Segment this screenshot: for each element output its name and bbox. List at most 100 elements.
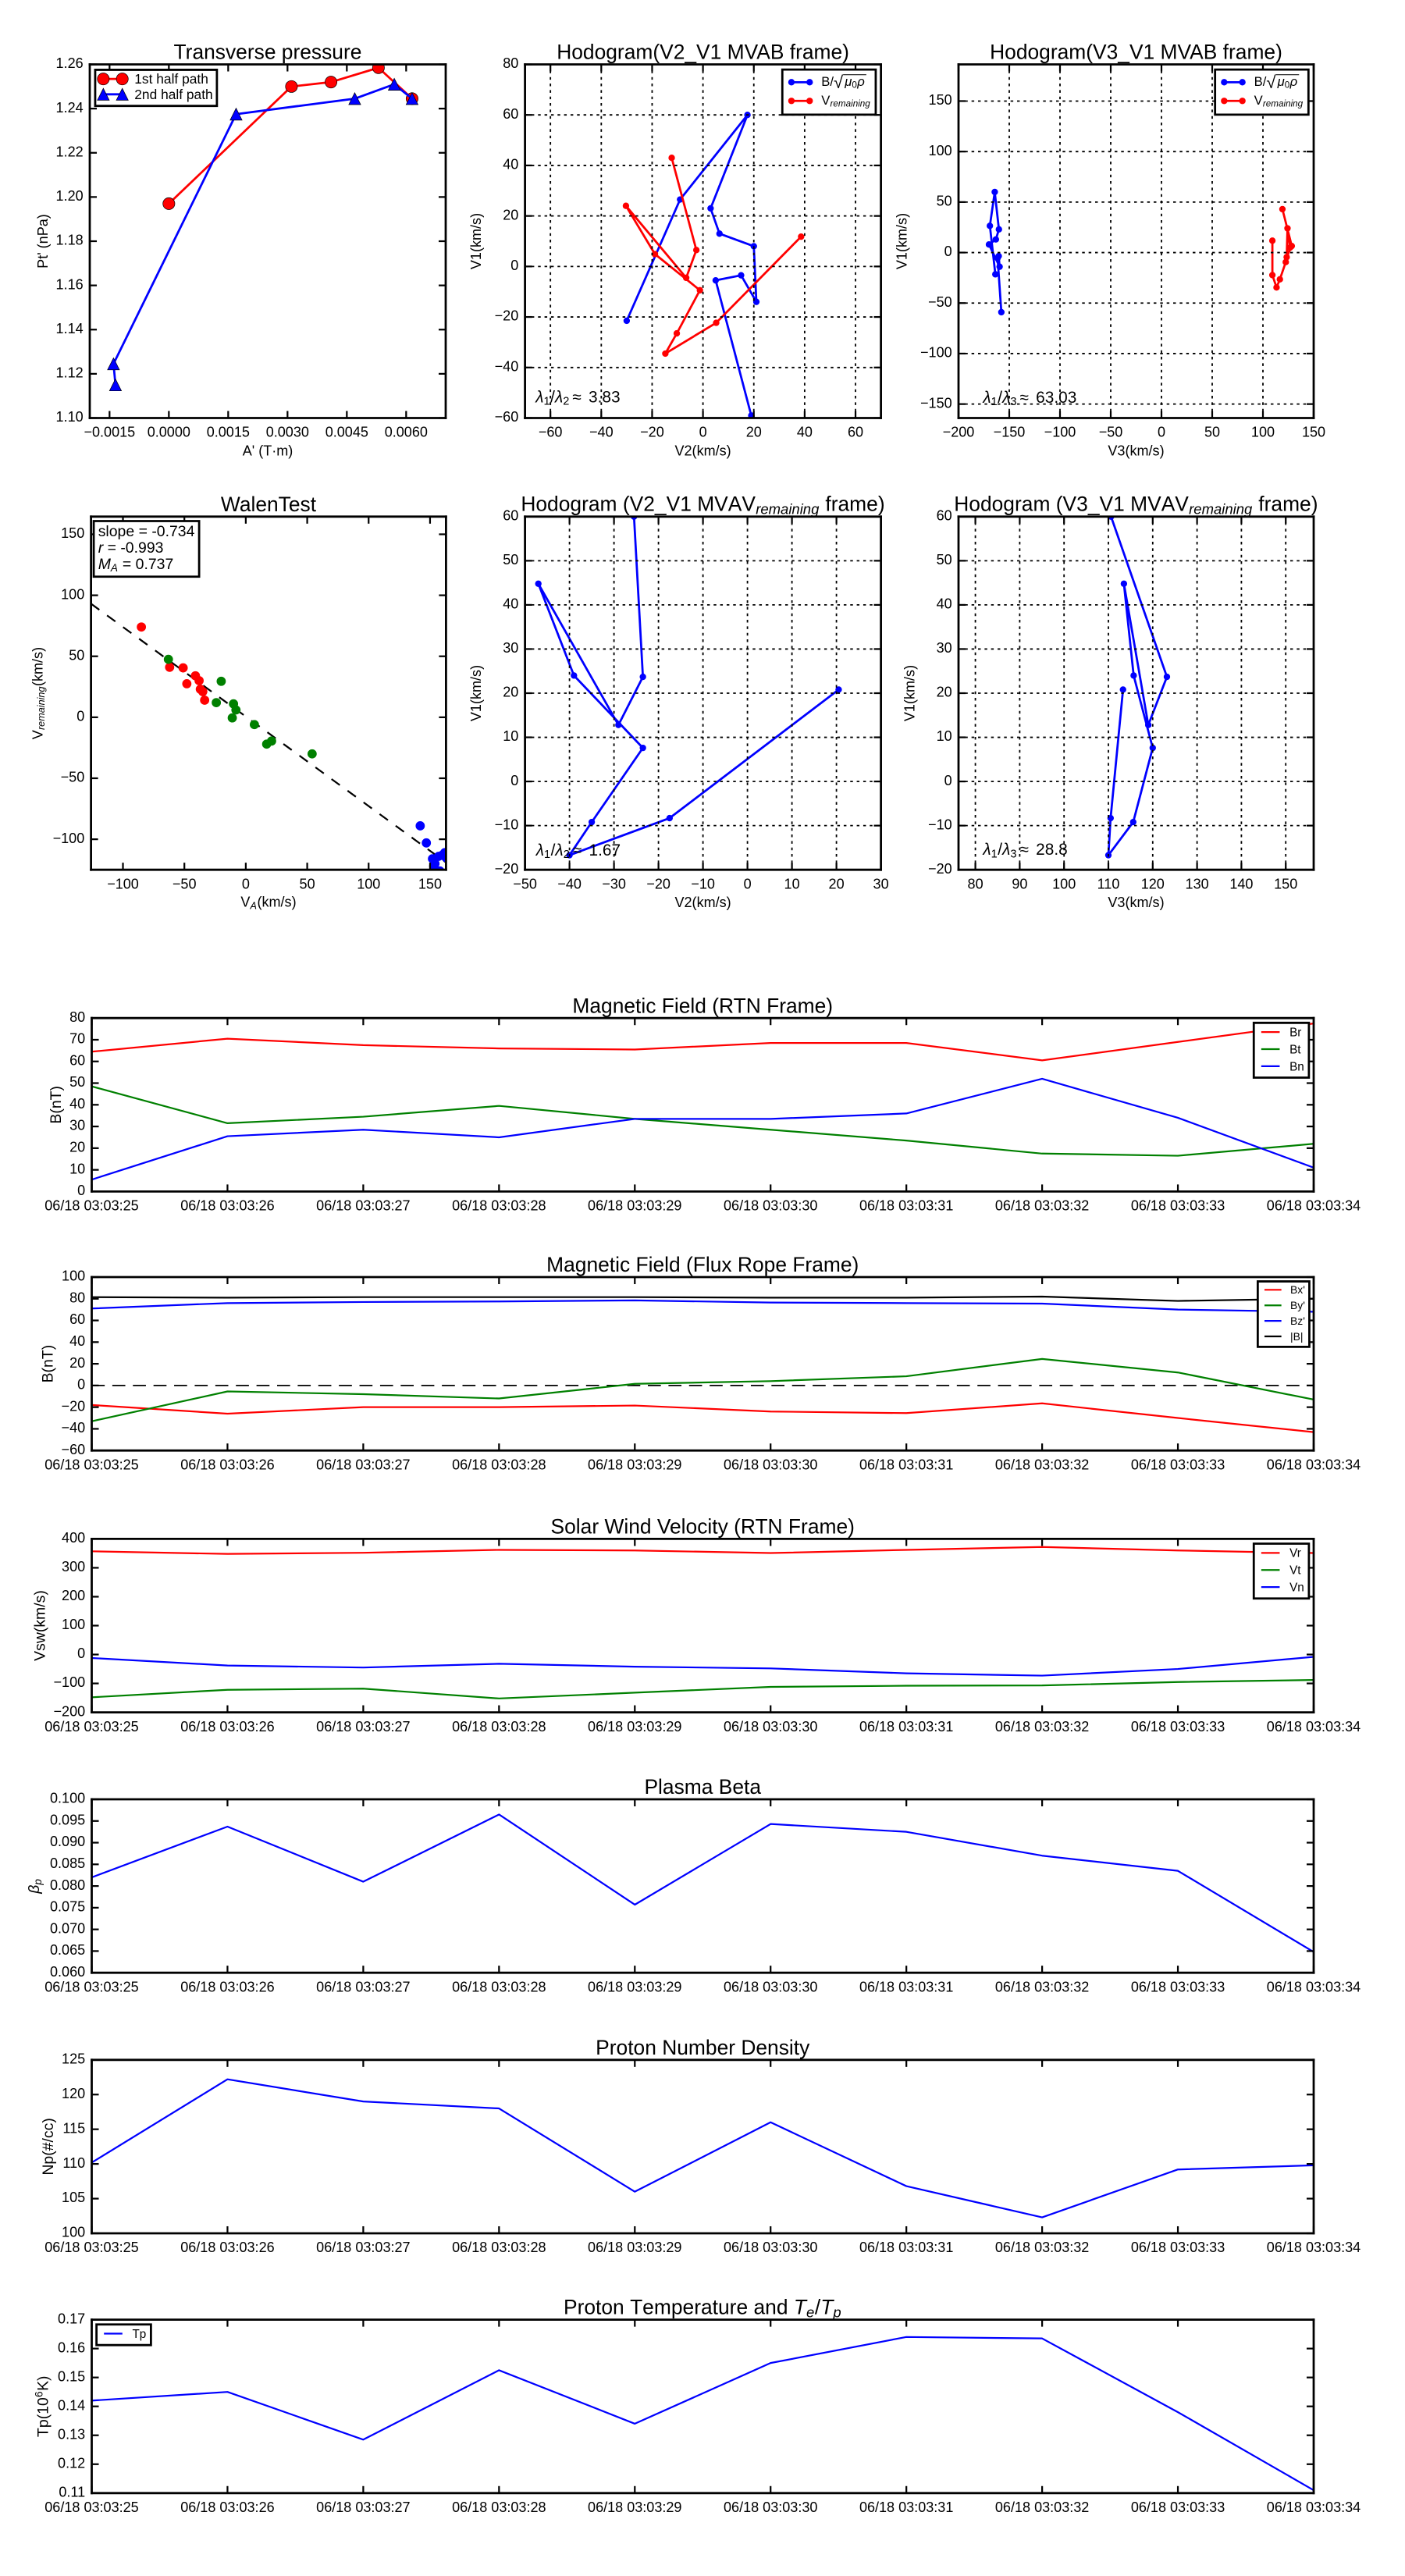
svg-text:0.070: 0.070 — [50, 1920, 85, 1936]
svg-text:140: 140 — [1229, 876, 1253, 891]
svg-text:V1(km/s): V1(km/s) — [468, 213, 484, 269]
svg-text:30: 30 — [503, 640, 518, 656]
svg-text:40: 40 — [503, 157, 518, 173]
svg-text:Np(#/cc): Np(#/cc) — [40, 2118, 57, 2175]
svg-text:−50: −50 — [61, 770, 85, 785]
svg-text:−60: −60 — [495, 409, 519, 425]
svg-text:06/18 03:03:32: 06/18 03:03:32 — [995, 1457, 1089, 1472]
svg-text:V1(km/s): V1(km/s) — [902, 665, 917, 721]
svg-text:110: 110 — [62, 2155, 85, 2171]
svg-text:90: 90 — [1012, 876, 1027, 891]
svg-text:06/18 03:03:26: 06/18 03:03:26 — [180, 1198, 274, 1214]
svg-text:−60: −60 — [539, 425, 563, 440]
svg-text:50: 50 — [69, 647, 84, 663]
svg-text:06/18 03:03:29: 06/18 03:03:29 — [588, 1198, 681, 1214]
svg-text:1st half path: 1st half path — [134, 71, 208, 87]
svg-text:WalenTest: WalenTest — [221, 493, 317, 516]
svg-text:06/18 03:03:31: 06/18 03:03:31 — [859, 2500, 953, 2515]
svg-text:06/18 03:03:27: 06/18 03:03:27 — [316, 1719, 410, 1735]
svg-text:0.16: 0.16 — [58, 2339, 85, 2355]
svg-text:06/18 03:03:32: 06/18 03:03:32 — [995, 1979, 1089, 1994]
svg-text:1.16: 1.16 — [56, 276, 84, 292]
svg-text:Br: Br — [1289, 1026, 1301, 1039]
svg-text:−100: −100 — [920, 345, 952, 361]
svg-text:Magnetic Field (RTN Frame): Magnetic Field (RTN Frame) — [572, 994, 833, 1017]
svg-text:20: 20 — [69, 1355, 85, 1371]
svg-text:06/18 03:03:34: 06/18 03:03:34 — [1267, 1457, 1361, 1472]
svg-text:06/18 03:03:31: 06/18 03:03:31 — [859, 1979, 953, 1994]
svg-text:06/18 03:03:29: 06/18 03:03:29 — [588, 1457, 681, 1472]
svg-text:100: 100 — [929, 143, 952, 158]
svg-text:0: 0 — [744, 876, 752, 891]
svg-text:−0.0015: −0.0015 — [84, 425, 135, 440]
svg-text:By': By' — [1290, 1299, 1305, 1311]
svg-text:V r e m: V r e m a i n i n g — [1254, 89, 1304, 111]
svg-text:80: 80 — [69, 1009, 85, 1025]
svg-text:0: 0 — [77, 1377, 85, 1393]
svg-text:0.090: 0.090 — [50, 1834, 85, 1849]
svg-text:Vn: Vn — [1289, 1581, 1304, 1594]
svg-text:06/18 03:03:27: 06/18 03:03:27 — [316, 2500, 410, 2515]
svg-text:115: 115 — [62, 2120, 85, 2136]
svg-text:0: 0 — [510, 258, 518, 273]
svg-text:V1(km/s): V1(km/s) — [468, 665, 484, 721]
svg-text:0: 0 — [77, 1183, 85, 1198]
svg-text:A' (T·m): A' (T·m) — [243, 443, 293, 458]
svg-text:B(nT): B(nT) — [48, 1086, 65, 1124]
svg-text:H o d o: H o d o g r a m ( V 3 _ V 1 M V A V f r … — [954, 493, 1322, 518]
svg-text:150: 150 — [929, 92, 952, 108]
svg-text:V ( k m: V ( k m / s ) A — [240, 891, 301, 911]
svg-text:06/18 03:03:27: 06/18 03:03:27 — [316, 1198, 410, 1214]
svg-text:0.11: 0.11 — [59, 2484, 85, 2500]
svg-text:06/18 03:03:34: 06/18 03:03:34 — [1267, 1979, 1361, 1994]
svg-text:Bx': Bx' — [1290, 1283, 1305, 1296]
svg-text:60: 60 — [503, 106, 518, 122]
svg-text:06/18 03:03:28: 06/18 03:03:28 — [452, 1457, 546, 1472]
svg-text:−50: −50 — [173, 876, 197, 891]
svg-text:120: 120 — [1141, 876, 1165, 891]
svg-text:20: 20 — [829, 876, 845, 891]
svg-text:06/18 03:03:26: 06/18 03:03:26 — [180, 2500, 274, 2515]
svg-text:06/18 03:03:28: 06/18 03:03:28 — [452, 1979, 546, 1994]
svg-text:60: 60 — [69, 1311, 85, 1327]
svg-text:50: 50 — [300, 876, 315, 891]
svg-text:−20: −20 — [495, 861, 519, 877]
svg-text:06/18 03:03:28: 06/18 03:03:28 — [452, 2240, 546, 2255]
svg-text:50: 50 — [503, 552, 518, 568]
svg-text:Bt: Bt — [1289, 1043, 1301, 1056]
svg-text:1.20: 1.20 — [56, 188, 84, 204]
svg-text:V2(km/s): V2(km/s) — [674, 895, 731, 910]
svg-text:20: 20 — [503, 685, 518, 700]
svg-text:06/18 03:03:28: 06/18 03:03:28 — [452, 1198, 546, 1214]
svg-text:0.0030: 0.0030 — [266, 425, 309, 440]
svg-text:06/18 03:03:30: 06/18 03:03:30 — [724, 1979, 817, 1994]
svg-text:−60: −60 — [62, 1442, 86, 1457]
svg-text:06/18 03:03:27: 06/18 03:03:27 — [316, 1457, 410, 1472]
svg-text:06/18 03:03:30: 06/18 03:03:30 — [724, 1719, 817, 1735]
svg-text:−150: −150 — [994, 425, 1026, 440]
svg-text:−200: −200 — [54, 1703, 86, 1719]
svg-text:06/18 03:03:30: 06/18 03:03:30 — [724, 2240, 817, 2255]
svg-text:100: 100 — [62, 2225, 85, 2240]
svg-text:−50: −50 — [513, 876, 537, 891]
svg-text:06/18 03:03:34: 06/18 03:03:34 — [1267, 1198, 1361, 1214]
svg-text:100: 100 — [62, 1617, 85, 1632]
svg-text:B / √ μ: B / √ μ ρ 0 — [821, 70, 869, 92]
svg-text:−20: −20 — [646, 876, 670, 891]
svg-text:0.085: 0.085 — [50, 1856, 85, 1871]
svg-text:130: 130 — [1186, 876, 1209, 891]
svg-text:−20: −20 — [495, 308, 519, 324]
svg-text:λ λ 1 3: λ λ 1 3 / ≈ 6 3 . 0 3 — [982, 387, 1076, 409]
svg-text:06/18 03:03:33: 06/18 03:03:33 — [1131, 1457, 1225, 1472]
svg-text:2nd half path: 2nd half path — [134, 87, 212, 102]
svg-text:0: 0 — [944, 244, 952, 259]
svg-text:06/18 03:03:25: 06/18 03:03:25 — [44, 2240, 138, 2255]
svg-text:100: 100 — [61, 586, 84, 602]
svg-text:06/18 03:03:33: 06/18 03:03:33 — [1131, 1979, 1225, 1994]
svg-text:Vr: Vr — [1289, 1547, 1301, 1560]
svg-text:1.14: 1.14 — [56, 321, 84, 336]
svg-text:Transverse pressure: Transverse pressure — [174, 41, 362, 64]
svg-text:0.0000: 0.0000 — [148, 425, 190, 440]
svg-text:Bz': Bz' — [1290, 1315, 1305, 1327]
svg-text:50: 50 — [937, 194, 952, 209]
